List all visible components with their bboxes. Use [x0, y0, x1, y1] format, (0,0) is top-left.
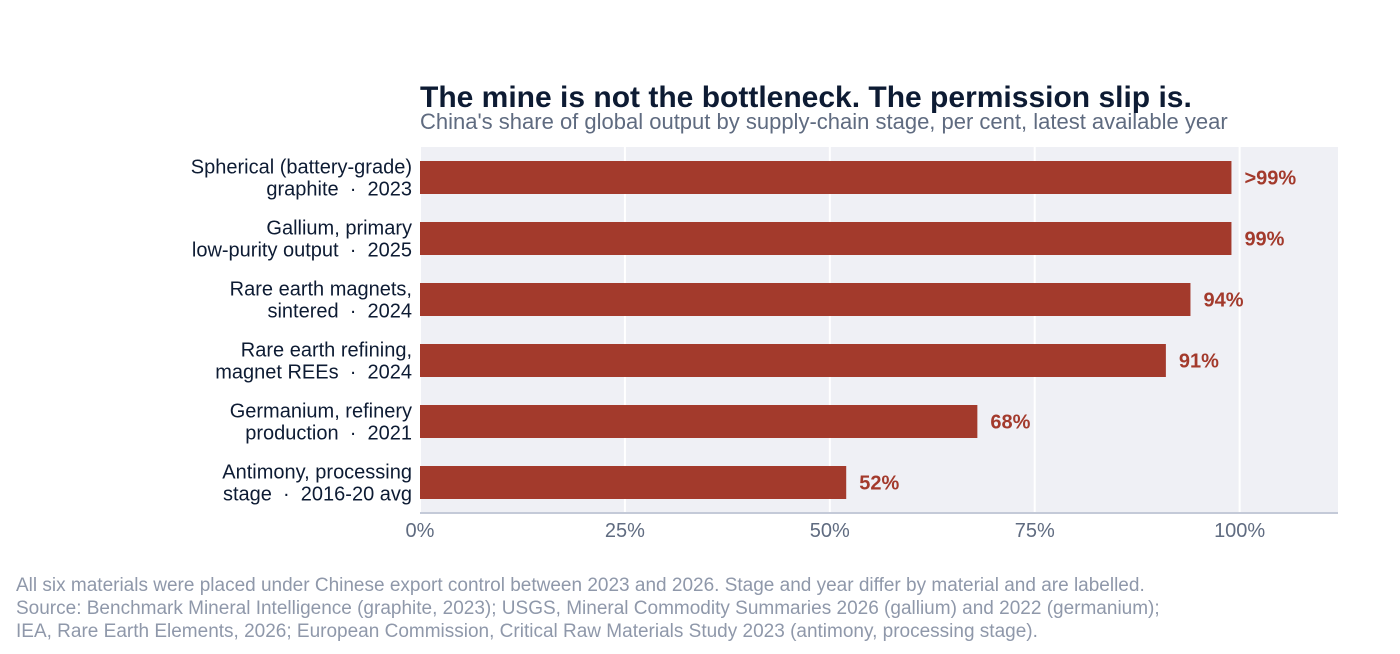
category-labels: Spherical (battery-grade) graphite · 2023…: [191, 157, 412, 506]
chart-title: The mine is not the bottleneck. The perm…: [420, 81, 1192, 114]
x-axis-tick-labels: 0% 25% 50% 75% 100%: [406, 520, 1266, 542]
footnote-line-1: All six materials were placed under Chin…: [16, 575, 1145, 596]
bar: [420, 466, 847, 499]
bar-value-label: 52%: [859, 473, 899, 495]
x-tick-label: 25%: [605, 520, 645, 542]
gridlines: [419, 147, 1241, 513]
category-label: Spherical (battery-grade) graphite · 2023: [191, 157, 412, 201]
chart-subtitle: China's share of global output by supply…: [420, 109, 1228, 134]
bar: [420, 161, 1232, 194]
bar: [420, 344, 1166, 377]
data-labels: >99% 99% 94% 91% 68% 52%: [859, 168, 1296, 495]
bar-value-label: 91%: [1179, 351, 1219, 373]
plot-area: [420, 147, 1338, 513]
bar: [420, 283, 1191, 316]
bars: [420, 161, 1232, 499]
category-label: Rare earth magnets, sintered · 2024: [230, 279, 412, 323]
category-label: Gallium, primary low-purity output · 2025: [192, 218, 412, 262]
bar-value-label: >99%: [1244, 168, 1296, 190]
category-label: Rare earth refining, magnet REEs · 2024: [215, 340, 412, 384]
x-tick-label: 75%: [1015, 520, 1055, 542]
bar-value-label: 99%: [1244, 229, 1284, 251]
bar-value-label: 94%: [1203, 290, 1243, 312]
bar: [420, 222, 1232, 255]
category-label: Antimony, processing stage · 2016-20 avg: [222, 462, 412, 506]
category-label: Germanium, refinery production · 2021: [230, 401, 412, 445]
x-tick-label: 100%: [1214, 520, 1265, 542]
footnote-line-3: IEA, Rare Earth Elements, 2026; European…: [16, 621, 1038, 642]
bar: [420, 405, 978, 438]
bar-value-label: 68%: [990, 412, 1030, 434]
footnote-line-2: Source: Benchmark Mineral Intelligence (…: [16, 598, 1160, 619]
x-tick-label: 0%: [406, 520, 435, 542]
x-tick-label: 50%: [810, 520, 850, 542]
